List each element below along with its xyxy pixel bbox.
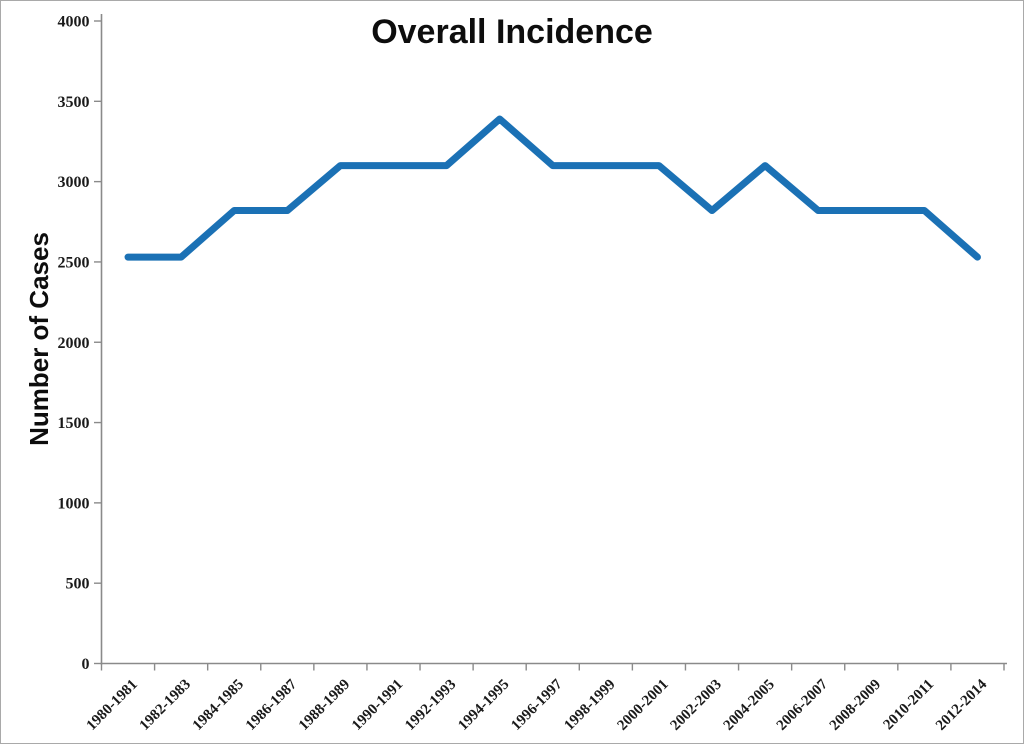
x-tick-label: 1990-1991 xyxy=(349,677,406,734)
x-tick-label: 2010-2011 xyxy=(881,677,938,734)
x-tick-label: 1992-1993 xyxy=(402,677,459,734)
y-tick-label: 1500 xyxy=(58,415,90,432)
x-tick-label: 2004-2005 xyxy=(721,677,778,734)
y-tick-label: 500 xyxy=(66,576,90,593)
series-line xyxy=(124,115,981,261)
y-tick-label: 3000 xyxy=(58,174,90,191)
x-tick-label: 1984-1985 xyxy=(190,677,247,734)
y-tick-label: 0 xyxy=(82,656,90,673)
x-tick-label: 2000-2001 xyxy=(614,677,671,734)
x-tick-label: 1996-1997 xyxy=(508,676,566,734)
x-tick-label: 2012-2014 xyxy=(933,676,991,734)
x-tick-label: 2006-2007 xyxy=(774,676,832,734)
x-tick-label: 1986-1987 xyxy=(243,676,301,734)
x-tick-label: 1980-1981 xyxy=(84,677,141,734)
x-tick-label: 1988-1989 xyxy=(296,677,353,734)
x-tick-label: 1982-1983 xyxy=(137,677,194,734)
y-tick-label: 1000 xyxy=(58,495,90,512)
x-tick-label: 2008-2009 xyxy=(827,677,884,734)
y-tick-label: 2500 xyxy=(58,254,90,271)
y-tick-label: 3500 xyxy=(58,94,90,111)
x-tick-label: 1994-1995 xyxy=(455,677,512,734)
y-tick-label: 2000 xyxy=(58,335,90,352)
x-tick-label: 2002-2003 xyxy=(668,677,725,734)
x-tick-label: 1998-1999 xyxy=(561,677,618,734)
y-tick-label: 4000 xyxy=(58,14,90,31)
chart-title: Overall Incidence xyxy=(371,13,653,51)
